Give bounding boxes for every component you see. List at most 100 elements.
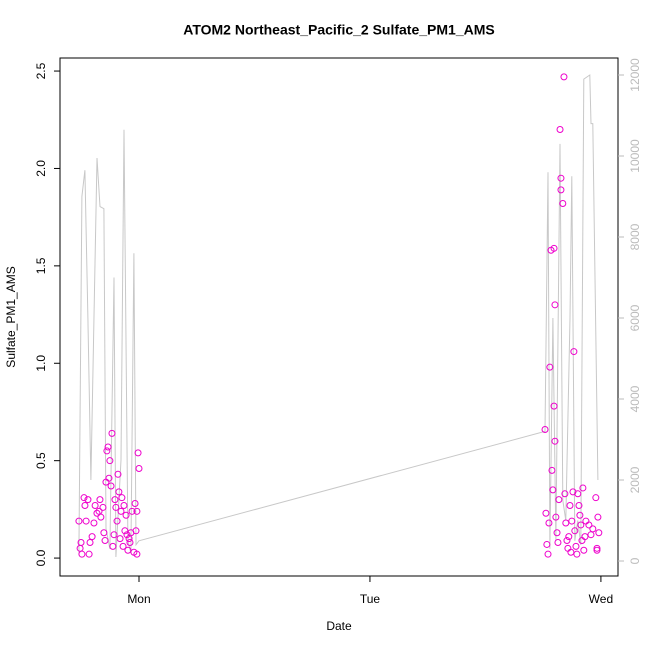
scatter-point xyxy=(593,546,601,554)
scatter-point xyxy=(565,533,573,541)
scatter-point xyxy=(543,540,551,548)
scatter-point xyxy=(84,496,92,504)
scatter-point xyxy=(134,449,142,457)
y-axis-label: Sulfate_PM1_AMS xyxy=(4,266,18,367)
scatter-point xyxy=(575,501,583,509)
scatter-point xyxy=(574,490,582,498)
scatter-point xyxy=(115,488,123,496)
scatter-point xyxy=(90,519,98,527)
scatter-point xyxy=(122,511,130,519)
scatter-point xyxy=(101,537,109,545)
scatter-point xyxy=(88,533,96,541)
y2-tick-label: 4000 xyxy=(628,385,642,412)
scatter-point xyxy=(106,457,114,465)
scatter-point xyxy=(549,486,557,494)
x-tick-label: Mon xyxy=(127,592,150,606)
y-tick-label: 1.0 xyxy=(34,355,48,372)
scatter-point xyxy=(581,533,589,541)
scatter-point xyxy=(587,531,595,539)
scatter-point xyxy=(86,538,94,546)
chart-title: ATOM2 Northeast_Pacific_2 Sulfate_PM1_AM… xyxy=(183,22,494,38)
scatter-point xyxy=(553,529,561,537)
scatter-point xyxy=(546,363,554,371)
scatter-point xyxy=(119,542,127,550)
scatter-point xyxy=(567,548,575,556)
scatter-point xyxy=(76,544,84,552)
x-axis-label: Date xyxy=(326,619,352,633)
scatter-point xyxy=(123,531,131,539)
scatter-point xyxy=(128,507,136,515)
scatter-point xyxy=(550,402,558,410)
x-tick-label: Wed xyxy=(589,592,613,606)
scatter-point xyxy=(552,513,560,521)
scatter-point xyxy=(545,519,553,527)
scatter-point xyxy=(571,527,579,535)
scatter-point xyxy=(96,496,104,504)
scatter-point xyxy=(559,200,567,208)
scatter-point xyxy=(566,501,574,509)
scatter-point xyxy=(78,550,86,558)
scatter-point xyxy=(80,494,88,502)
y2-tick-label: 12000 xyxy=(628,58,642,92)
scatter-point xyxy=(551,437,559,445)
scatter-point xyxy=(557,174,565,182)
y-tick-label: 0.0 xyxy=(34,549,48,566)
y2-tick-label: 6000 xyxy=(628,304,642,331)
scatter-point xyxy=(109,542,117,550)
y2-tick-label: 2000 xyxy=(628,466,642,493)
scatter-point xyxy=(544,550,552,558)
scatter-point xyxy=(82,517,90,525)
scatter-point xyxy=(124,546,132,554)
scatter-point xyxy=(585,521,593,529)
scatter-point xyxy=(75,517,83,525)
scatter-point xyxy=(592,494,600,502)
line-series xyxy=(78,74,599,558)
scatter-point xyxy=(131,500,139,508)
y2-tick-label: 0 xyxy=(628,557,642,564)
scatter-point xyxy=(548,466,556,474)
scatter-point xyxy=(594,513,602,521)
y-tick-label: 2.5 xyxy=(34,62,48,79)
scatter-point xyxy=(589,525,597,533)
scatter-point xyxy=(114,470,122,478)
scatter-point xyxy=(132,527,140,535)
scatter-point xyxy=(110,531,118,539)
scatter-point xyxy=(104,443,112,451)
scatter-point xyxy=(100,529,108,537)
scatter-point xyxy=(555,496,563,504)
scatter-point xyxy=(111,496,119,504)
scatter-point xyxy=(579,484,587,492)
scatter-point xyxy=(556,125,564,133)
scatter-point xyxy=(542,509,550,517)
scatter-point xyxy=(108,429,116,437)
scatter-point xyxy=(561,490,569,498)
scatter-point xyxy=(562,519,570,527)
scatter-point xyxy=(560,73,568,81)
scatter-point xyxy=(81,501,89,509)
scatter-point xyxy=(105,474,113,482)
scatter-point xyxy=(541,426,549,434)
scatter-point xyxy=(133,550,141,558)
scatter-point xyxy=(133,507,141,515)
scatter-point xyxy=(118,494,126,502)
scatter-point xyxy=(117,507,125,515)
scatter-point xyxy=(551,301,559,309)
scatter-point xyxy=(573,550,581,558)
y2-tick-label: 8000 xyxy=(628,223,642,250)
scatter-point xyxy=(121,527,129,535)
scatter-point xyxy=(97,513,105,521)
scatter-point xyxy=(113,517,121,525)
scatter-point xyxy=(568,517,576,525)
scatter-point xyxy=(112,503,120,511)
scatter-point xyxy=(99,503,107,511)
scatter-point xyxy=(120,501,128,509)
scatter-point xyxy=(563,537,571,545)
scatter-point xyxy=(107,482,115,490)
scatter-point xyxy=(595,529,603,537)
scatter-point xyxy=(557,186,565,194)
scatter-point xyxy=(570,348,578,356)
y-tick-label: 1.5 xyxy=(34,257,48,274)
scatter-point xyxy=(572,542,580,550)
scatter-point xyxy=(593,544,601,552)
